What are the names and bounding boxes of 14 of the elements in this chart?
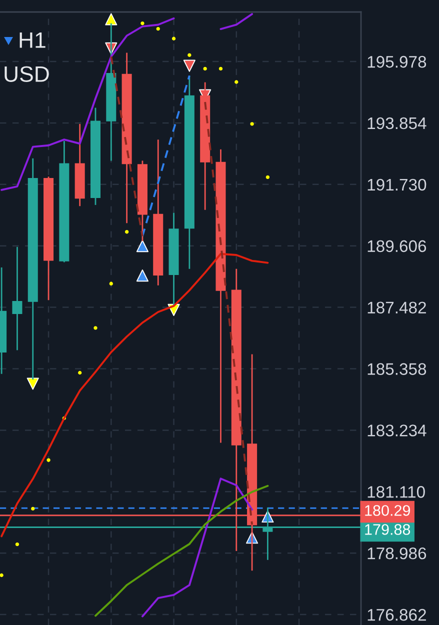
y-tick-label: 191.730: [368, 178, 426, 191]
ref-line-label: 180.29: [365, 505, 410, 516]
ref-line-label: 179.88: [365, 524, 410, 535]
y-tick-label: 176.862: [368, 608, 426, 621]
y-tick-label: 178.986: [368, 547, 426, 560]
y-tick-label: 195.978: [368, 56, 426, 68]
y-tick-label: 187.482: [368, 302, 426, 314]
y-tick-label: 183.234: [368, 424, 426, 436]
y-tick-label: 185.358: [368, 363, 426, 375]
y-tick-label: 193.854: [368, 117, 426, 130]
text: H1: [20, 32, 46, 48]
y-tick-label: 181.110: [368, 486, 425, 498]
text: USD: [4, 66, 49, 82]
y-tick-label: 189.606: [368, 240, 426, 252]
